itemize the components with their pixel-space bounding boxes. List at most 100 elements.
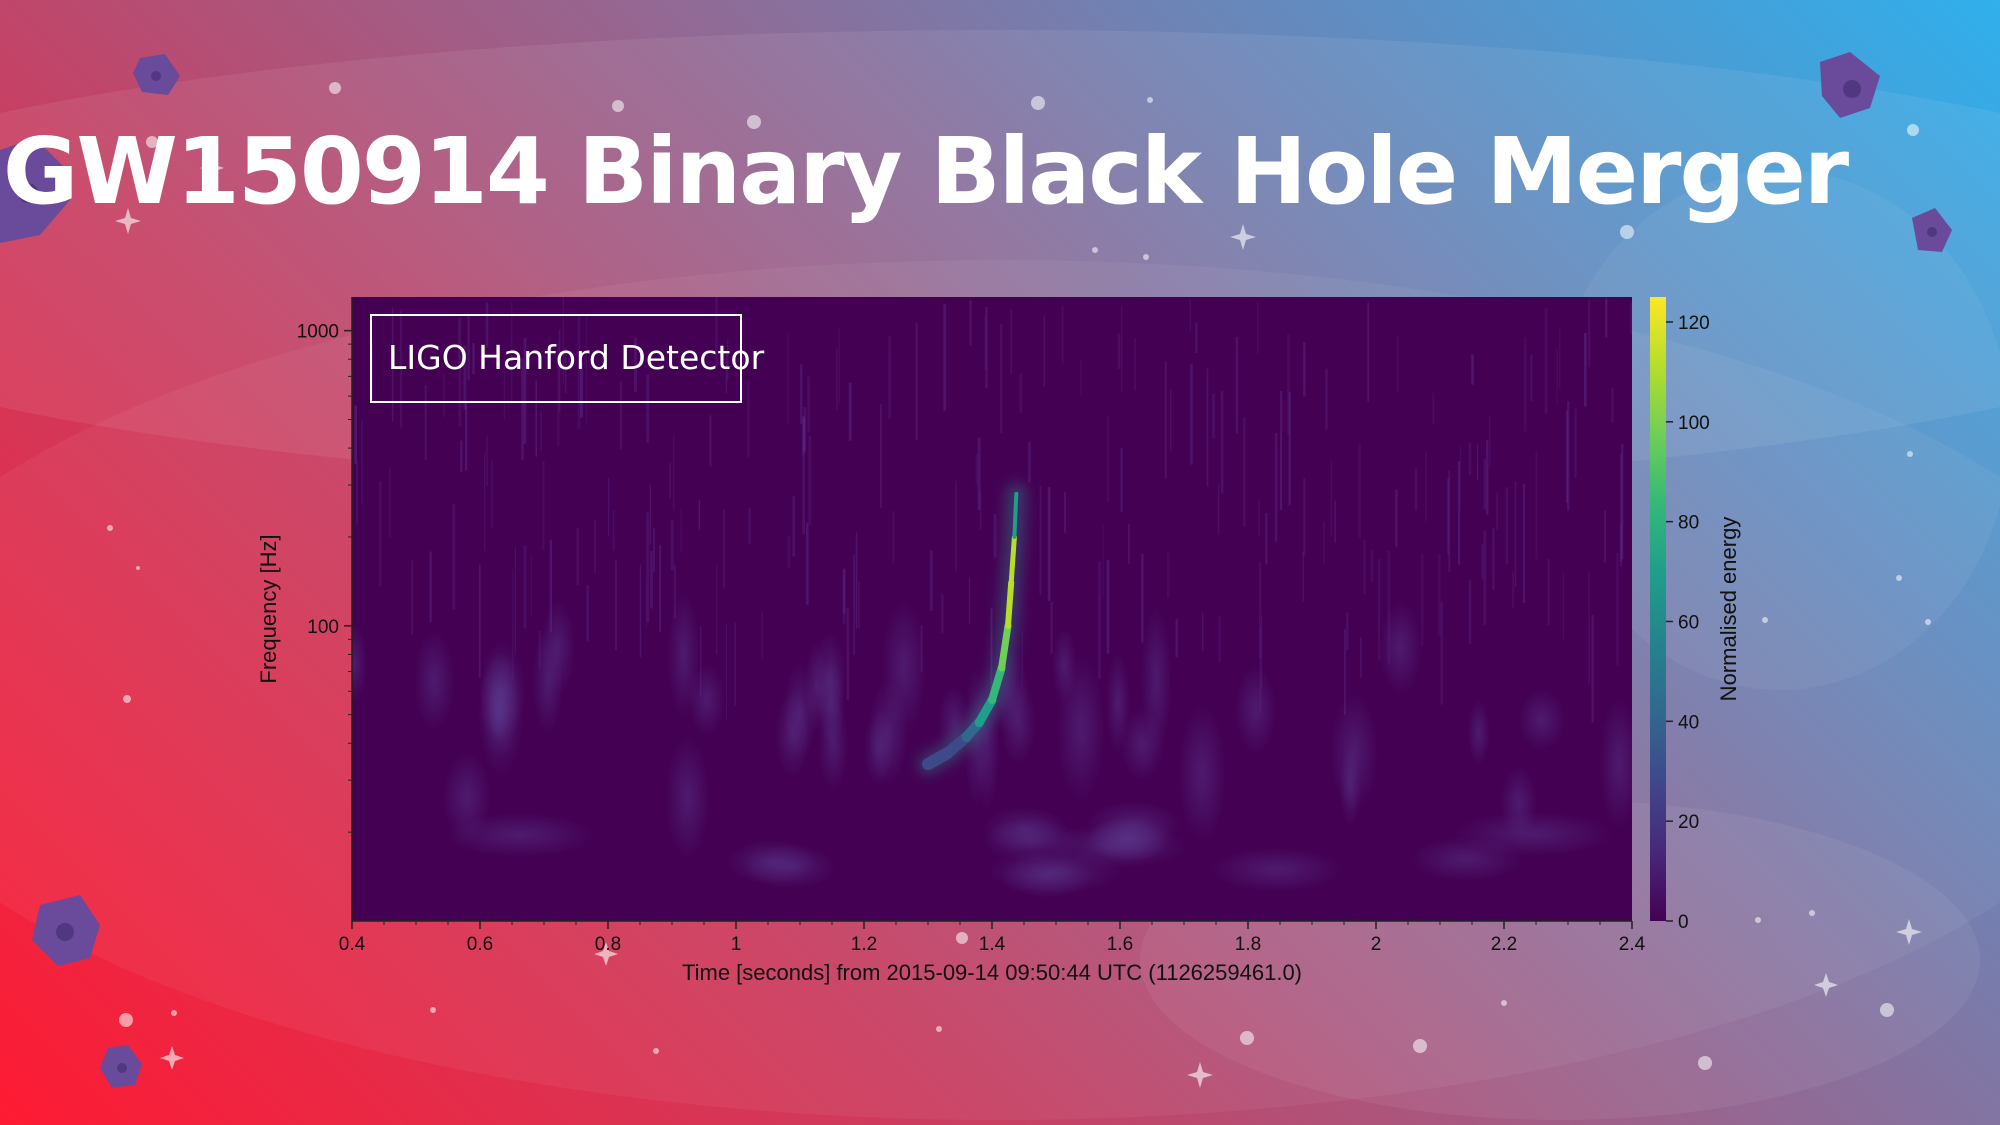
noise-streak (1363, 539, 1366, 595)
noise-streak (1605, 298, 1608, 338)
noise-streak (1505, 487, 1509, 564)
colorbar-ticks: 0 20 40 60 80 100 120 (1666, 313, 1710, 933)
noise-streak (1621, 443, 1624, 560)
noise-streak (700, 626, 702, 697)
noise-streak (1562, 572, 1565, 640)
noise-streak (1043, 315, 1045, 387)
noise-streak (1010, 309, 1012, 375)
y-axis-title: Frequency [Hz] (256, 534, 281, 683)
noise-streak (1303, 342, 1306, 397)
noise-streak (650, 550, 653, 609)
noise-streak (1097, 561, 1101, 679)
noise-streak (1217, 483, 1220, 535)
noise-streak (1334, 500, 1336, 543)
x-tick-label: 0.6 (467, 934, 493, 955)
noise-streak (1218, 615, 1221, 663)
noise-streak (1047, 486, 1051, 602)
noise-streak (535, 380, 537, 457)
noise-streak (580, 362, 583, 418)
noise-streak (1000, 323, 1003, 434)
noise-streak (486, 435, 488, 487)
noise-streak (1220, 390, 1224, 494)
noise-streak (1556, 348, 1558, 406)
noise-streak (1457, 461, 1461, 565)
noise-streak (855, 532, 858, 629)
noise-streak (993, 514, 997, 558)
noise-streak (564, 347, 567, 394)
noise-streak (1021, 630, 1023, 687)
noise-streak (639, 564, 642, 658)
noise-streak (842, 569, 846, 625)
noise-streak (984, 314, 987, 371)
noise-streak (716, 565, 718, 655)
noise-streak (943, 303, 947, 411)
noise-blob (414, 631, 455, 731)
x-tick-label: 1.8 (1235, 934, 1261, 955)
noise-blob (1043, 824, 1187, 869)
noise-streak (803, 407, 807, 452)
noise-streak (1323, 521, 1325, 564)
noise-streak (1211, 393, 1215, 439)
noise-streak (848, 382, 852, 441)
noise-streak (1486, 439, 1489, 515)
noise-streak (787, 535, 791, 568)
chirp-segment (974, 695, 997, 728)
noise-blob (1467, 699, 1490, 766)
noise-streak (1345, 612, 1349, 651)
noise-streak (1257, 301, 1259, 354)
noise-streak (378, 481, 382, 587)
noise-streak (485, 302, 489, 348)
noise-streak (1468, 442, 1472, 475)
noise-streak (725, 623, 728, 722)
noise-streak (503, 362, 505, 421)
noise-streak (1242, 417, 1246, 527)
noise-streak (1274, 433, 1278, 542)
colorbar-tick-label: 120 (1678, 313, 1710, 334)
noise-streak (1395, 489, 1398, 547)
noise-streak (838, 328, 841, 405)
noise-streak (542, 460, 545, 550)
noise-blob (446, 813, 594, 858)
noise-streak (842, 568, 846, 614)
noise-streak (787, 332, 789, 425)
noise-streak (722, 509, 725, 589)
noise-streak (557, 342, 560, 447)
noise-streak (1616, 553, 1619, 666)
noise-streak (1367, 302, 1370, 402)
noise-blob (864, 709, 894, 787)
colorbar-title: Normalised energy (1716, 517, 1741, 702)
noise-streak (802, 416, 805, 534)
noise-streak (1028, 441, 1031, 483)
noise-streak (709, 415, 712, 467)
noise-streak (576, 528, 580, 585)
noise-streak (955, 480, 957, 572)
noise-blob (818, 694, 849, 790)
noise-streak (1559, 327, 1561, 390)
x-tick-label: 2 (1371, 934, 1382, 955)
noise-streak (424, 385, 427, 460)
colorbar-tick-label: 20 (1678, 812, 1699, 833)
noise-streak (659, 544, 662, 632)
noise-blob (1453, 812, 1613, 857)
noise-streak (391, 307, 394, 422)
noise-streak (1039, 485, 1042, 596)
noise-streak (511, 302, 513, 404)
colorbar-tick-label: 100 (1678, 413, 1710, 434)
noise-streak (360, 420, 363, 504)
noise-streak (888, 336, 891, 419)
noise-streak (1258, 561, 1262, 659)
noise-streak (1141, 553, 1144, 643)
noise-streak (1190, 363, 1193, 465)
noise-streak (1107, 415, 1109, 503)
chirp-segment (988, 663, 1006, 705)
noise-streak (1061, 305, 1064, 365)
noise-streak (1481, 544, 1484, 580)
noise-streak (1530, 354, 1533, 402)
noise-streak (1064, 491, 1067, 533)
noise-streak (1170, 388, 1172, 452)
noise-streak (355, 461, 359, 525)
noise-blob (1057, 656, 1105, 801)
noise-streak (1522, 484, 1526, 604)
noise-streak (1287, 334, 1290, 434)
noise-streak (680, 509, 682, 553)
